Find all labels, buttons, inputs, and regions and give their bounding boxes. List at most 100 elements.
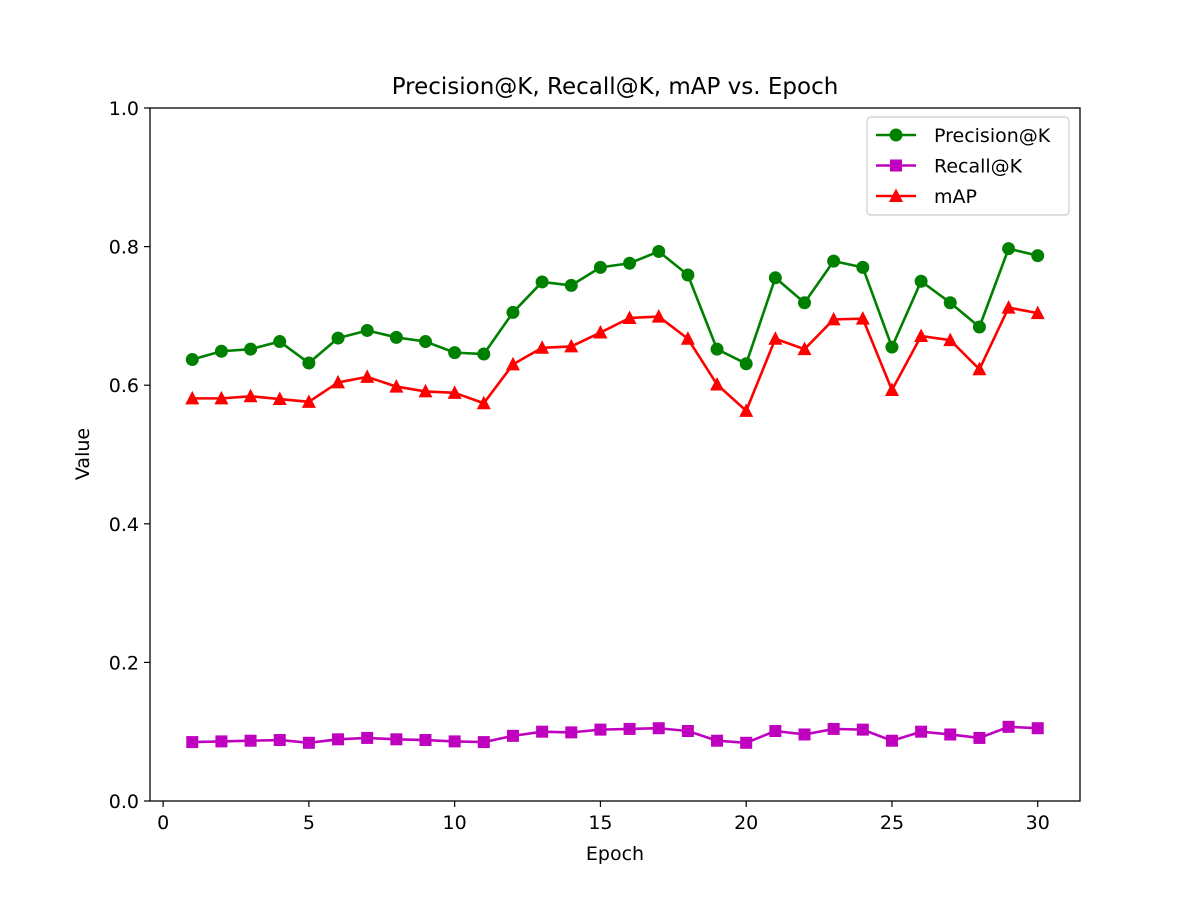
data-point-recall-k — [740, 736, 753, 749]
data-point-precision-k — [273, 335, 287, 349]
data-point-recall-k — [536, 725, 549, 738]
y-tick-label: 0.8 — [109, 237, 139, 259]
data-point-precision-k — [856, 260, 870, 274]
data-point-recall-k — [885, 734, 898, 747]
data-point-precision-k — [593, 260, 607, 274]
series-precision-k — [185, 242, 1045, 371]
legend-marker — [889, 128, 903, 142]
plot-area — [185, 242, 1045, 749]
data-point-recall-k — [215, 735, 228, 748]
data-point-map — [505, 356, 520, 371]
data-point-map — [593, 325, 608, 339]
data-point-map — [797, 341, 812, 356]
data-point-precision-k — [768, 271, 782, 285]
data-point-map — [1001, 300, 1016, 314]
data-point-precision-k — [360, 323, 374, 337]
x-tick-label: 25 — [880, 812, 904, 834]
data-point-recall-k — [652, 722, 665, 735]
data-point-map — [243, 388, 258, 403]
x-tick-label: 10 — [443, 812, 467, 834]
data-point-precision-k — [710, 342, 724, 356]
data-point-precision-k — [972, 320, 986, 334]
data-point-map — [214, 390, 229, 405]
data-point-recall-k — [1002, 720, 1015, 733]
data-point-map — [622, 310, 637, 324]
data-point-recall-k — [302, 736, 315, 749]
data-point-recall-k — [419, 734, 432, 747]
data-point-map — [680, 331, 695, 345]
data-point-recall-k — [915, 725, 928, 738]
data-point-precision-k — [681, 268, 695, 282]
data-point-precision-k — [331, 331, 345, 345]
data-point-map — [476, 395, 491, 410]
data-point-map — [360, 369, 375, 383]
x-tick-label: 30 — [1026, 812, 1050, 834]
legend-item-recall-k: Recall@K — [876, 156, 1023, 178]
data-point-map — [710, 377, 725, 391]
y-tick-label: 1.0 — [109, 98, 139, 120]
x-tick-label: 0 — [157, 812, 169, 834]
data-point-recall-k — [332, 733, 345, 746]
data-point-map — [301, 394, 316, 408]
data-point-precision-k — [885, 340, 899, 354]
data-point-map — [1030, 305, 1045, 320]
data-point-recall-k — [944, 728, 957, 741]
x-tick-label: 15 — [588, 812, 612, 834]
data-point-recall-k — [681, 725, 694, 738]
data-point-recall-k — [827, 722, 840, 735]
data-point-precision-k — [185, 353, 199, 367]
data-point-map — [914, 328, 929, 342]
data-point-recall-k — [390, 733, 403, 746]
data-point-map — [535, 340, 550, 354]
data-point-map — [855, 311, 870, 325]
data-point-map — [447, 385, 462, 399]
data-point-precision-k — [448, 346, 462, 360]
data-point-recall-k — [448, 735, 461, 748]
data-point-precision-k — [477, 347, 491, 361]
data-point-recall-k — [1031, 722, 1044, 735]
data-point-map — [768, 331, 783, 345]
data-point-recall-k — [273, 734, 286, 747]
data-point-precision-k — [652, 244, 666, 258]
data-point-recall-k — [244, 734, 257, 747]
y-tick-label: 0.4 — [109, 514, 139, 536]
chart-title: Precision@K, Recall@K, mAP vs. Epoch — [392, 74, 839, 100]
series-map — [185, 300, 1045, 417]
x-tick-label: 5 — [303, 812, 315, 834]
legend-label: mAP — [934, 186, 977, 208]
data-point-recall-k — [477, 736, 490, 749]
y-axis-title: Value — [72, 428, 94, 480]
x-tick-label: 20 — [734, 812, 758, 834]
data-point-map — [389, 379, 404, 393]
data-point-map — [943, 332, 958, 347]
series-recall-k — [186, 720, 1044, 749]
data-point-map — [972, 361, 987, 376]
data-point-precision-k — [302, 356, 316, 370]
legend-marker — [890, 159, 902, 172]
data-point-recall-k — [506, 729, 519, 742]
data-point-recall-k — [186, 736, 199, 749]
data-point-precision-k — [1031, 249, 1045, 263]
series-line-recall-k — [192, 725, 1038, 745]
data-point-recall-k — [711, 734, 724, 747]
data-point-map — [418, 383, 433, 398]
legend-item-map: mAP — [876, 186, 977, 208]
data-point-precision-k — [535, 275, 549, 289]
data-point-map — [564, 338, 579, 353]
data-point-precision-k — [419, 335, 433, 349]
data-point-precision-k — [564, 278, 578, 292]
data-point-recall-k — [623, 722, 636, 735]
legend-marker — [889, 188, 903, 202]
legend: Precision@K Recall@K mAP — [866, 116, 1070, 216]
data-point-recall-k — [594, 723, 607, 736]
data-point-precision-k — [827, 254, 841, 268]
y-tick-label: 0.2 — [109, 652, 139, 674]
legend-item-precision-k: Precision@K — [876, 125, 1051, 147]
data-point-map — [651, 309, 666, 323]
series-line-precision-k — [191, 247, 1039, 366]
legend-label: Recall@K — [934, 156, 1023, 178]
legend-box — [866, 116, 1070, 216]
data-point-precision-k — [739, 357, 753, 371]
data-point-recall-k — [769, 725, 782, 738]
